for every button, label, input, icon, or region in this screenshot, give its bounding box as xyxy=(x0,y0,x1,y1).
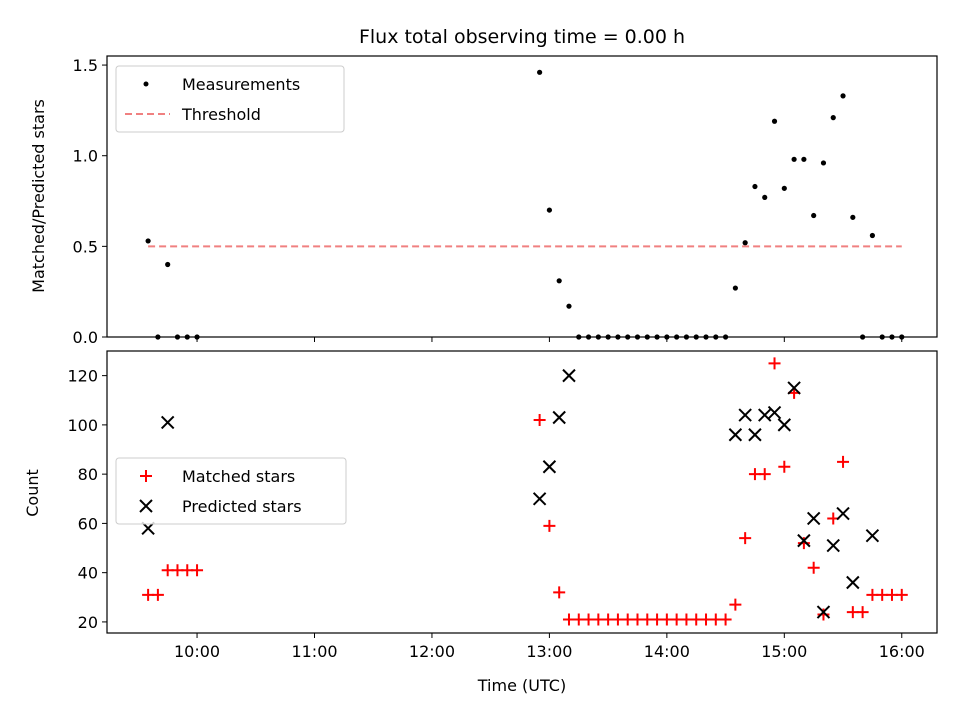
matched-star-point xyxy=(739,532,752,545)
matched-star-point xyxy=(543,519,556,532)
bottom-x-ticks: 10:00 11:00 12:00 13:00 14:00 15:00 16:00 xyxy=(174,633,925,661)
bottom-y-tick-label: 20 xyxy=(78,613,98,632)
predicted-star-point xyxy=(816,605,831,619)
bottom-x-axis-label: Time (UTC) xyxy=(477,676,566,695)
measurement-point xyxy=(850,214,856,220)
legend-measurements-marker xyxy=(143,81,149,87)
bottom-marks xyxy=(141,357,908,626)
measurement-point xyxy=(781,185,787,191)
bottom-x-tick-label: 12:00 xyxy=(409,642,455,661)
top-legend: Measurements Threshold xyxy=(115,65,345,133)
predicted-star-point xyxy=(777,418,792,432)
top-y-tick-label: 0.5 xyxy=(73,237,98,256)
predicted-star-point xyxy=(846,575,860,590)
bottom-y-tick-label: 40 xyxy=(78,564,98,583)
measurement-point xyxy=(869,232,876,239)
matched-star-point xyxy=(151,588,164,601)
matched-star-point xyxy=(797,537,810,550)
bottom-y-tick-label: 100 xyxy=(67,416,98,435)
bottom-legend-box xyxy=(115,457,347,525)
matched-star-point xyxy=(856,606,869,619)
bottom-y-axis-label: Count xyxy=(23,469,42,517)
predicted-star-point xyxy=(552,410,566,425)
measurement-point xyxy=(165,261,171,268)
matched-star-point xyxy=(895,588,908,601)
measurement-point xyxy=(791,156,797,162)
bottom-y-ticks: 20 40 60 80 100 120 xyxy=(67,367,107,632)
top-x-ticks xyxy=(196,337,903,342)
measurement-point xyxy=(145,238,151,244)
chart-title: Flux total observing time = 0.00 h xyxy=(359,26,685,48)
predicted-star-point xyxy=(532,492,547,506)
bottom-y-tick-label: 120 xyxy=(67,367,98,386)
measurement-point xyxy=(801,156,807,162)
predicted-star-point xyxy=(767,405,782,420)
matched-star-point xyxy=(553,586,566,599)
bottom-plot-frame xyxy=(106,350,938,634)
matched-star-point xyxy=(778,460,791,473)
matched-star-point xyxy=(817,608,830,621)
top-y-tick-label: 1.0 xyxy=(73,147,98,166)
legend-threshold-label: Threshold xyxy=(181,105,261,124)
matched-star-point xyxy=(191,564,204,577)
bottom-x-tick-label: 10:00 xyxy=(174,642,220,661)
measurement-point xyxy=(732,285,738,291)
measurement-point xyxy=(566,303,572,309)
measurement-point xyxy=(752,183,758,190)
legend-matched-label: Matched stars xyxy=(182,467,295,486)
predicted-star-point xyxy=(806,511,821,526)
top-legend-box xyxy=(115,65,345,133)
bottom-x-tick-label: 11:00 xyxy=(291,642,337,661)
bottom-x-tick-label: 15:00 xyxy=(761,642,807,661)
measurement-point xyxy=(771,118,778,124)
measurement-point xyxy=(840,93,846,99)
top-y-tick-label: 0.0 xyxy=(73,328,98,347)
top-y-ticks: 0.0 0.5 1.0 1.5 xyxy=(73,56,107,347)
predicted-star-point xyxy=(826,538,840,553)
top-y-tick-label: 1.5 xyxy=(73,56,98,75)
bottom-x-tick-label: 13:00 xyxy=(526,642,572,661)
predicted-star-point xyxy=(562,368,576,383)
measurement-point xyxy=(546,207,553,213)
matched-star-point xyxy=(807,561,820,574)
legend-predicted-label: Predicted stars xyxy=(182,497,302,516)
bottom-x-tick-label: 16:00 xyxy=(879,642,925,661)
top-panel: 0.0 0.5 1.0 1.5 Matched/Predicted stars Mea… xyxy=(29,55,938,347)
top-plot-frame xyxy=(106,55,938,338)
top-y-axis-label: Matched/Predicted stars xyxy=(29,99,48,293)
matched-star-point xyxy=(729,598,742,611)
measurement-point xyxy=(830,115,836,121)
measurement-point xyxy=(820,160,827,166)
predicted-star-point xyxy=(836,506,850,521)
bottom-y-tick-label: 80 xyxy=(78,465,98,484)
matched-star-point xyxy=(533,413,546,426)
matched-star-point xyxy=(758,468,771,481)
measurement-point xyxy=(537,69,543,75)
predicted-star-point xyxy=(865,529,880,543)
predicted-star-point xyxy=(797,533,811,548)
predicted-star-point xyxy=(728,428,743,442)
predicted-star-point xyxy=(738,408,752,422)
predicted-star-point xyxy=(787,381,801,395)
matched-star-point xyxy=(837,455,850,468)
bottom-y-tick-label: 60 xyxy=(78,514,98,533)
legend-matched-marker xyxy=(140,470,152,482)
bottom-x-tick-label: 14:00 xyxy=(644,642,690,661)
top-marks xyxy=(145,69,905,340)
bottom-panel: 20 40 60 80 100 120 10:00 11:00 12:00 13:00 14:00… xyxy=(23,350,938,695)
bottom-legend: Matched stars Predicted stars xyxy=(115,457,347,525)
predicted-star-point xyxy=(542,460,557,474)
predicted-star-point xyxy=(748,428,762,442)
matched-star-point xyxy=(768,357,781,370)
predicted-star-point xyxy=(758,408,772,422)
measurement-point xyxy=(556,278,562,284)
measurement-point xyxy=(742,240,748,246)
measurement-point xyxy=(762,194,768,201)
matched-star-point xyxy=(719,613,732,626)
legend-measurements-label: Measurements xyxy=(182,75,300,94)
legend-predicted-marker xyxy=(139,499,153,513)
measurement-point xyxy=(811,212,817,219)
predicted-star-point xyxy=(160,415,175,430)
